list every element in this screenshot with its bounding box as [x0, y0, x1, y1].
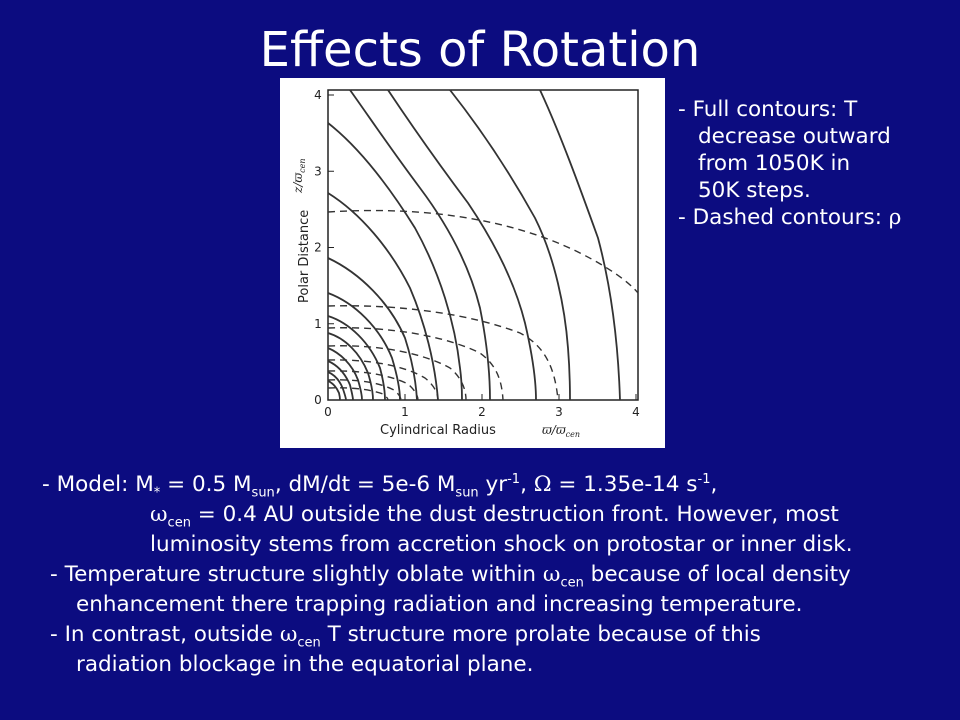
x-axis-variable-main: ϖ/ϖ: [542, 423, 567, 437]
contrast-line1-pre: - In contrast, outside: [50, 622, 280, 647]
full-contours-line1: - Full contours: T: [678, 97, 858, 122]
inverse-superscript: -1: [697, 471, 711, 487]
full-contours-note: - Full contours: T decrease outward from…: [678, 96, 953, 204]
density-contour: [327, 209, 639, 294]
model-line2: ωcen = 0.4 AU outside the dust destructi…: [42, 500, 942, 530]
x-tick-label: 2: [478, 405, 486, 419]
mdot-value: , dM/dt = 5e-6 M: [274, 472, 456, 497]
temperature-contour: [327, 315, 386, 401]
plot-frame: [327, 89, 639, 401]
dashed-contours-note: - Dashed contours: ρ: [678, 204, 953, 231]
y-axis-variable-main: z/ϖ: [291, 172, 305, 194]
slide-body: - Model: M* = 0.5 Msun, dM/dt = 5e-6 Msu…: [42, 470, 942, 680]
x-axis-label: Cylindrical Radius: [380, 423, 496, 438]
temperature-contour: [327, 292, 401, 401]
temperature-contour: [539, 89, 621, 401]
year-unit: yr: [478, 472, 508, 497]
x-axis-ticks: 0 1 2 3 4: [324, 394, 640, 419]
star-subscript: *: [153, 485, 161, 501]
y-tick-label: 4: [314, 88, 322, 102]
trailing-comma: ,: [710, 472, 718, 497]
density-contour: [327, 345, 467, 401]
temperature-contour: [327, 192, 439, 401]
x-tick-label: 1: [401, 405, 409, 419]
temperature-contour: [327, 347, 363, 401]
density-contour: [327, 379, 402, 401]
comma: ,: [520, 472, 534, 497]
mass-value: = 0.5 M: [160, 472, 252, 497]
cen-subscript: cen: [167, 515, 191, 531]
y-axis-label: Polar Distance: [297, 210, 312, 303]
x-tick-label: 0: [324, 405, 332, 419]
model-line2-text: = 0.4 AU outside the dust destruction fr…: [190, 502, 839, 527]
y-tick-label: 2: [314, 241, 322, 255]
model-line3: luminosity stems from accretion shock on…: [150, 532, 853, 557]
density-contour: [327, 370, 419, 401]
y-tick-label: 1: [314, 317, 322, 331]
omega-value: = 1.35e-14 s: [551, 472, 698, 497]
y-axis-ticks: 0 1 2 3 4: [314, 88, 334, 407]
x-axis-variable-sub: cen: [566, 430, 580, 439]
temperature-contour: [327, 380, 341, 401]
x-tick-label: 3: [555, 405, 563, 419]
y-axis-variable: z/ϖcen: [291, 158, 307, 194]
model-line1: - Model: M* = 0.5 Msun, dM/dt = 5e-6 Msu…: [42, 470, 942, 500]
density-contours: [327, 209, 639, 401]
contour-legend-notes: - Full contours: T decrease outward from…: [678, 96, 953, 231]
temperature-contour: [327, 371, 347, 401]
svg-text:z/ϖcen: z/ϖcen: [291, 158, 307, 194]
sun-subscript: sun: [455, 485, 479, 501]
full-contours-line3: from 1050K in: [698, 151, 851, 176]
contrast-line1-post: T structure more prolate because of this: [320, 622, 761, 647]
temperature-contour: [327, 360, 354, 401]
slide-title: Effects of Rotation: [259, 22, 701, 78]
omega-cen-symbol: ω: [279, 622, 298, 647]
full-contours-line4: 50K steps.: [698, 178, 811, 203]
density-contour: [327, 305, 559, 401]
temperature-contour: [327, 257, 418, 401]
y-axis-variable-sub: cen: [298, 158, 307, 172]
contrast-line1: - In contrast, outside ωcen T structure …: [42, 620, 942, 650]
inverse-superscript: -1: [507, 471, 521, 487]
sun-subscript: sun: [251, 485, 275, 501]
omega-symbol: Ω: [533, 472, 552, 497]
temperature-contour: [327, 122, 463, 401]
cen-subscript: cen: [560, 575, 584, 591]
contrast-line2: radiation blockage in the equatorial pla…: [76, 652, 534, 677]
omega-cen-symbol: ω: [542, 562, 561, 587]
temperature-contours: [327, 89, 621, 401]
rho-symbol: ρ: [888, 205, 902, 230]
x-tick-label: 4: [632, 405, 640, 419]
omega-cen-symbol: ω: [150, 502, 168, 527]
dashed-contours-text: - Dashed contours:: [678, 205, 889, 230]
contour-plot: 0 1 2 3 4 0 1 2 3 4: [291, 88, 640, 439]
temperature-line1: - Temperature structure slightly oblate …: [42, 560, 942, 590]
cen-subscript: cen: [297, 635, 321, 651]
density-contour: [327, 387, 389, 401]
contour-plot-figure: 0 1 2 3 4 0 1 2 3 4: [280, 78, 665, 448]
x-axis-variable: ϖ/ϖcen: [542, 423, 580, 439]
temperature-contour: [449, 89, 571, 401]
temperature-contour: [349, 89, 491, 401]
density-contour: [327, 359, 439, 401]
y-tick-label: 3: [314, 164, 322, 178]
temperature-line1-pre: - Temperature structure slightly oblate …: [50, 562, 543, 587]
full-contours-line2: decrease outward: [698, 124, 891, 149]
y-tick-label: 0: [314, 393, 322, 407]
temperature-line2: enhancement there trapping radiation and…: [76, 592, 803, 617]
model-prefix: - Model: M: [42, 472, 154, 497]
temperature-line1-post: because of local density: [583, 562, 851, 587]
temperature-contour: [387, 89, 537, 401]
